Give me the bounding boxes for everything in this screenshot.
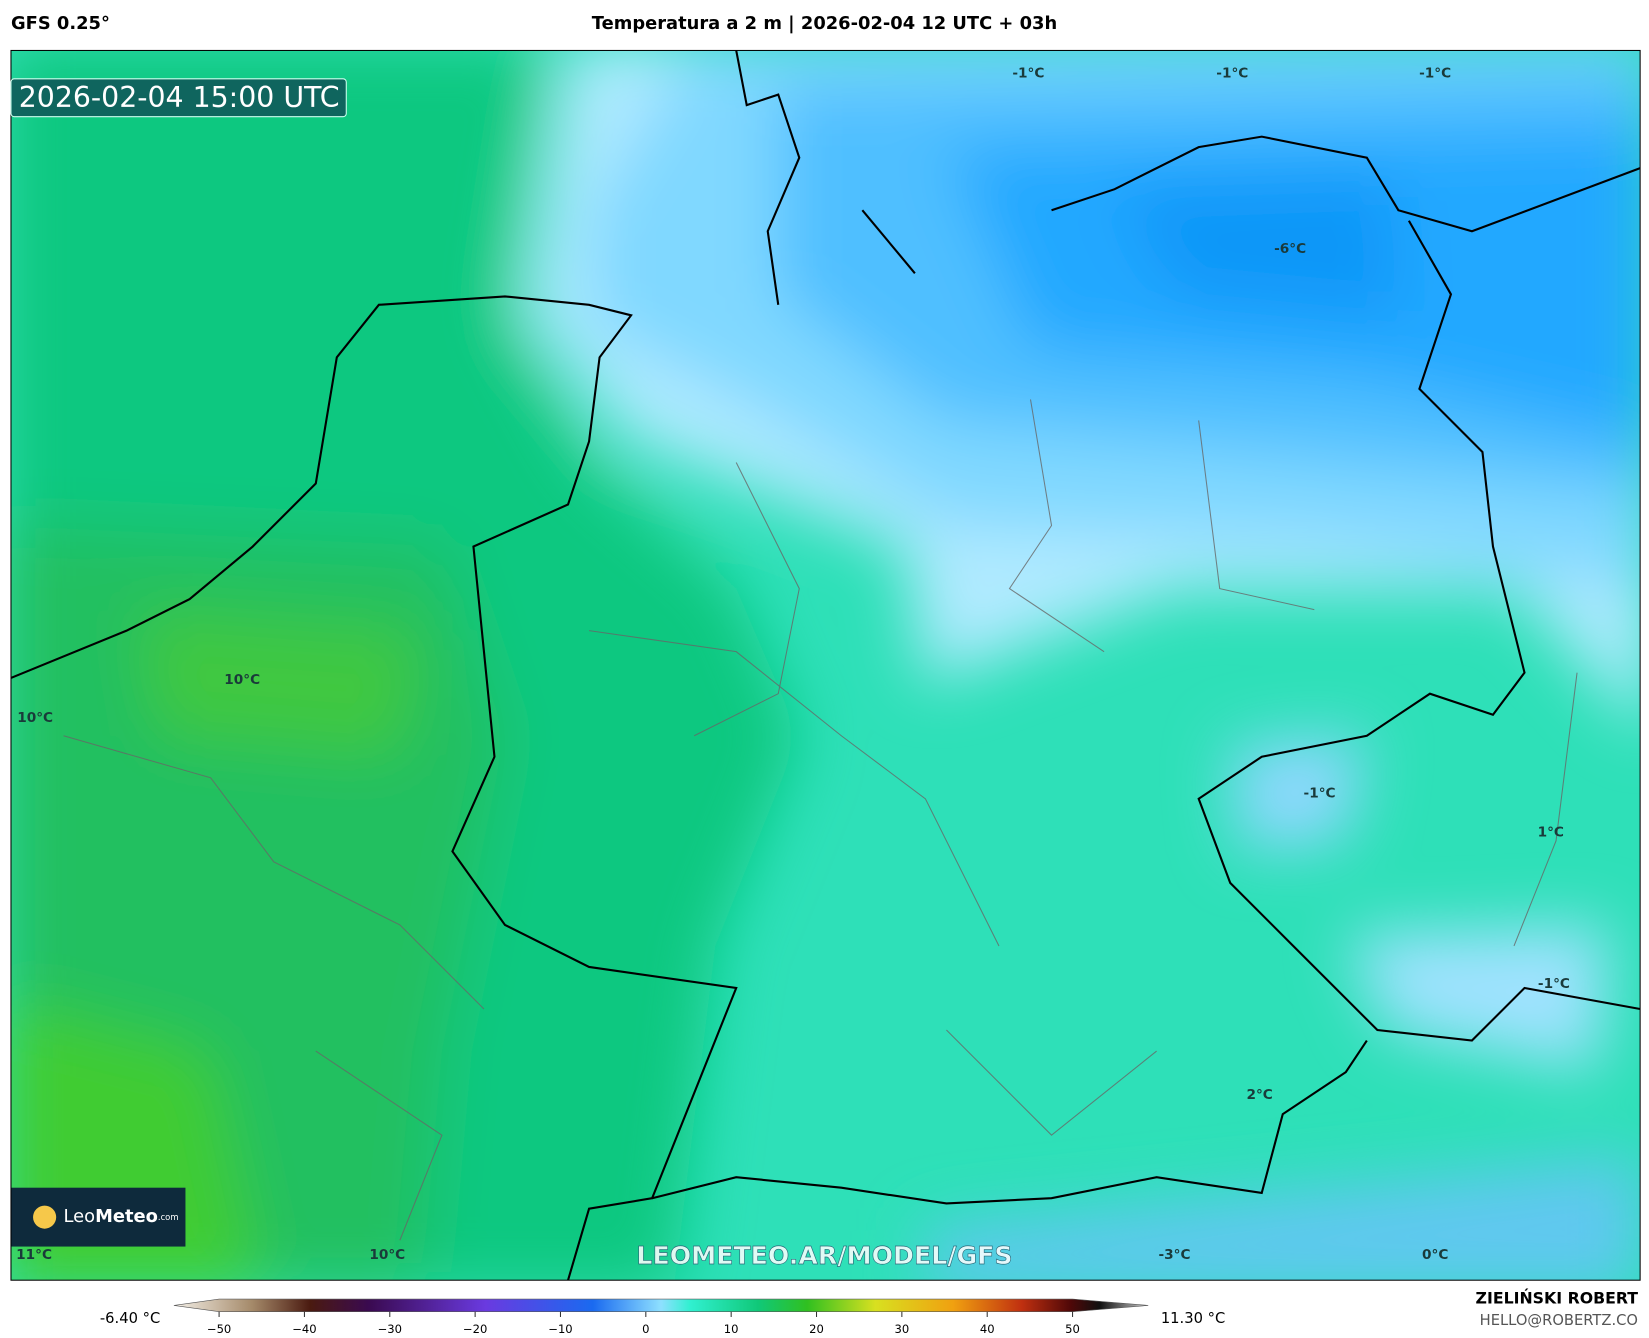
temperature-field <box>10 50 1641 1281</box>
colorbar <box>173 1298 1149 1313</box>
colorbar-tick-label: 50 <box>1065 1322 1080 1336</box>
timestamp: 2026-02-04 15:00 UTC <box>19 81 340 114</box>
map-frame <box>10 49 1641 1281</box>
colorbar-tick-label: 30 <box>895 1322 910 1336</box>
timestamp-box <box>10 78 347 118</box>
map-label: -3°C <box>1158 1247 1190 1263</box>
author-name: ZIELIŃSKI ROBERT <box>1476 1289 1639 1308</box>
colorbar-tick-label: 40 <box>980 1322 995 1336</box>
model-name: GFS 0.25° <box>11 13 110 34</box>
colorbar-tick-label: 10 <box>724 1322 739 1336</box>
map-label: 1°C <box>1538 824 1564 840</box>
colorbar-tick-label: −40 <box>292 1322 316 1336</box>
map-label: -1°C <box>1419 66 1451 82</box>
borders <box>63 399 1578 1241</box>
map-label: 10°C <box>224 672 260 688</box>
coastline <box>10 50 1641 1281</box>
map-label: 0°C <box>1422 1247 1448 1263</box>
logo-sun <box>33 1205 57 1229</box>
map-label: -6°C <box>1274 241 1306 257</box>
map-label: -1°C <box>1012 66 1044 82</box>
colorbar-tick-label: 0 <box>642 1322 649 1336</box>
colorbar-max: 11.30 °C <box>1161 1310 1225 1327</box>
map-label: 10°C <box>17 710 53 726</box>
colorbar-ticks: −50 −40 −30 −20 −10 0 10 20 30 40 50 <box>207 1311 1080 1336</box>
map-title: Temperatura a 2 m | 2026-02-04 12 UTC + … <box>592 13 1057 34</box>
map-label: 10°C <box>369 1247 405 1263</box>
map: -1°C -1°C -1°C -6°C 10°C 10°C -1°C 1°C -1°C 2°C 11… <box>10 50 1641 1281</box>
colorbar-tick-label: −20 <box>463 1322 487 1336</box>
author-email: HELLO@ROBERTZ.CO <box>1480 1312 1638 1329</box>
logo-brand: Leo <box>64 1206 96 1227</box>
logo-brand-bold: Meteo <box>95 1206 158 1227</box>
map-labels: -1°C -1°C -1°C -6°C 10°C 10°C -1°C 1°C -1°C 2°C 11… <box>16 66 1570 1263</box>
colorbar-min: -6.40 °C <box>100 1310 160 1327</box>
map-label: -1°C <box>1304 786 1336 802</box>
map-label: -1°C <box>1216 66 1248 82</box>
watermark: LEOMETEO.AR/MODEL/GFS <box>636 1241 1012 1270</box>
colorbar-tick-label: −50 <box>207 1322 231 1336</box>
map-label: 2°C <box>1246 1087 1272 1103</box>
logo-domain: .com <box>158 1212 179 1222</box>
map-label: -1°C <box>1538 976 1570 992</box>
map-label: 11°C <box>16 1247 52 1263</box>
colorbar-tick-label: 20 <box>809 1322 824 1336</box>
colorbar-tick-label: −10 <box>548 1322 572 1336</box>
colorbar-tick-label: −30 <box>378 1322 402 1336</box>
logo-text: LeoMeteo.com <box>64 1206 179 1227</box>
